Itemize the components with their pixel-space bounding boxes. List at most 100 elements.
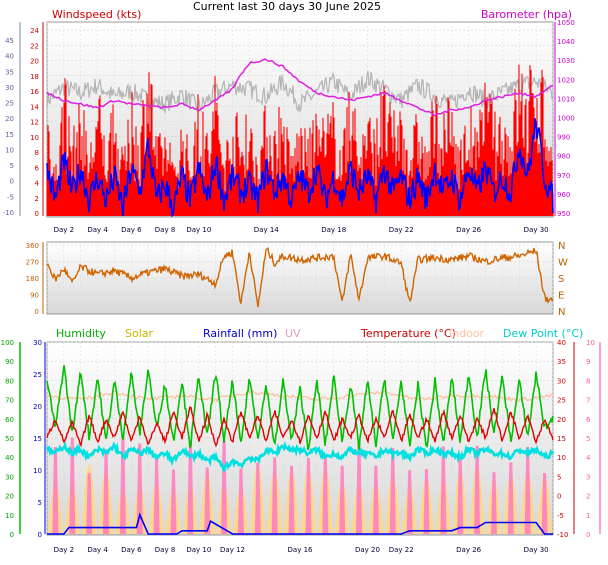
legend-indoor: Indoor bbox=[449, 327, 485, 340]
p1-xtick-0: Day 2 bbox=[54, 226, 75, 234]
p1-xtick-6: Day 18 bbox=[321, 226, 346, 234]
p1-baro-tick-8: 970 bbox=[557, 172, 570, 180]
p1-outer-tick-1: 40 bbox=[5, 53, 14, 61]
panel3-axes: 1009080706050403020100302520151050403530… bbox=[1, 339, 601, 539]
p3-uv-tick-9: 1 bbox=[586, 512, 590, 520]
p3-xtick-10: Day 30 bbox=[524, 546, 549, 554]
p3-rain-tick-3: 15 bbox=[33, 435, 42, 443]
p3-uv-tick-10: 0 bbox=[586, 531, 590, 539]
panel3-x-ticks: Day 2 Day 4 Day 6 Day 8 Day 10 Day 12 Day 16 Da… bbox=[54, 546, 549, 554]
p3-uv-tick-0: 10 bbox=[586, 339, 595, 347]
p3-xtick-8: Day 22 bbox=[389, 546, 414, 554]
p1-outer-tick-9: 0 bbox=[10, 178, 14, 186]
p1-outer-tick-10: -5 bbox=[7, 193, 14, 201]
p3-hum-tick-9: 10 bbox=[5, 512, 14, 520]
indoor-line bbox=[46, 389, 554, 403]
p1-baro-tick-7: 980 bbox=[557, 153, 570, 161]
legend-dewpoint: Dew Point (°C) bbox=[503, 327, 583, 340]
panel1-series bbox=[46, 58, 554, 218]
p3-hum-tick-10: 0 bbox=[10, 531, 14, 539]
p2-compass-0: N bbox=[558, 241, 565, 252]
p3-temp-tick-5: 15 bbox=[557, 435, 566, 443]
p1-baro-tick-2: 1030 bbox=[557, 57, 575, 65]
p1-outer-tick-6: 15 bbox=[5, 131, 14, 139]
panel2-grid bbox=[46, 242, 554, 314]
panel1-x-ticks: Day 2 Day 4 Day 6 Day 8 Day 10 Day 14 Day 18 Da… bbox=[54, 226, 549, 234]
p2-compass-1: W bbox=[558, 258, 568, 269]
p3-xtick-2: Day 6 bbox=[121, 546, 142, 554]
p2-dir-tick-3: 90 bbox=[30, 292, 39, 300]
p1-xtick-1: Day 4 bbox=[87, 226, 108, 234]
p1-outer-tick-8: 5 bbox=[10, 162, 14, 170]
p1-xtick-7: Day 22 bbox=[389, 226, 414, 234]
barometer-trace-line bbox=[46, 70, 554, 114]
p3-uv-tick-1: 9 bbox=[586, 358, 590, 366]
p3-temp-tick-10: -10 bbox=[557, 531, 568, 539]
p1-baro-tick-3: 1020 bbox=[557, 76, 575, 84]
p1-wind-tick-5: 14 bbox=[30, 103, 39, 111]
p1-wind-tick-0: 24 bbox=[30, 27, 39, 35]
p1-xtick-5: Day 14 bbox=[254, 226, 280, 234]
p2-compass-4: N bbox=[558, 307, 565, 318]
p3-hum-tick-6: 40 bbox=[5, 454, 14, 462]
p1-baro-tick-0: 1050 bbox=[557, 19, 575, 27]
p3-xtick-9: Day 26 bbox=[456, 546, 482, 554]
p3-temp-tick-3: 25 bbox=[557, 397, 566, 405]
p1-xtick-2: Day 6 bbox=[121, 226, 142, 234]
legend-rainfall: Rainfall (mm) bbox=[203, 327, 277, 340]
p3-hum-tick-5: 50 bbox=[5, 435, 14, 443]
p3-hum-tick-2: 80 bbox=[5, 377, 14, 385]
p3-rain-tick-1: 25 bbox=[33, 371, 42, 379]
p3-temp-tick-8: 0 bbox=[557, 493, 561, 501]
p1-outer-tick-3: 30 bbox=[5, 84, 14, 92]
p3-rain-tick-0: 30 bbox=[33, 339, 42, 347]
p3-uv-tick-5: 5 bbox=[586, 435, 590, 443]
p3-hum-tick-4: 60 bbox=[5, 416, 14, 424]
p3-rain-tick-5: 5 bbox=[38, 499, 42, 507]
p3-xtick-4: Day 10 bbox=[186, 546, 211, 554]
p3-temp-tick-2: 30 bbox=[557, 377, 566, 385]
p3-temp-tick-6: 10 bbox=[557, 454, 566, 462]
p1-baro-tick-6: 990 bbox=[557, 134, 570, 142]
panel2-series bbox=[46, 247, 554, 308]
p3-temp-tick-0: 40 bbox=[557, 339, 566, 347]
p1-wind-tick-6: 12 bbox=[30, 119, 39, 127]
p1-wind-tick-12: 0 bbox=[35, 210, 39, 218]
p1-baro-tick-4: 1010 bbox=[557, 95, 575, 103]
p1-wind-tick-10: 4 bbox=[35, 180, 40, 188]
wind-direction-line bbox=[46, 247, 554, 308]
p1-xtick-4: Day 10 bbox=[186, 226, 211, 234]
p2-dir-tick-1: 270 bbox=[26, 259, 39, 267]
p1-outer-tick-0: 45 bbox=[5, 37, 14, 45]
p3-uv-tick-7: 3 bbox=[586, 473, 590, 481]
p3-uv-tick-4: 6 bbox=[586, 416, 591, 424]
p3-rain-tick-6: 0 bbox=[38, 531, 42, 539]
legend-humidity: Humidity bbox=[56, 327, 106, 340]
p2-dir-tick-2: 180 bbox=[26, 275, 39, 283]
average-wind-line bbox=[46, 118, 554, 218]
p1-wind-tick-3: 18 bbox=[30, 73, 39, 81]
p3-xtick-0: Day 2 bbox=[54, 546, 75, 554]
p3-xtick-6: Day 16 bbox=[288, 546, 314, 554]
p3-xtick-3: Day 8 bbox=[155, 546, 176, 554]
legend-uv: UV bbox=[285, 327, 301, 340]
p1-outer-tick-2: 35 bbox=[5, 68, 14, 76]
p2-dir-tick-0: 360 bbox=[26, 242, 39, 250]
legend-solar: Solar bbox=[125, 327, 154, 340]
p3-uv-tick-8: 2 bbox=[586, 493, 590, 501]
panel3-series bbox=[45, 365, 555, 535]
p3-uv-tick-2: 8 bbox=[586, 377, 590, 385]
p3-temp-tick-7: 5 bbox=[557, 473, 561, 481]
p1-outer-tick-5: 20 bbox=[5, 115, 14, 123]
p3-temp-tick-1: 35 bbox=[557, 358, 566, 366]
p1-outer-tick-11: -10 bbox=[3, 209, 14, 217]
p3-xtick-1: Day 4 bbox=[87, 546, 108, 554]
p3-xtick-7: Day 20 bbox=[355, 546, 380, 554]
p1-wind-tick-7: 10 bbox=[30, 134, 39, 142]
p1-outer-tick-4: 25 bbox=[5, 100, 14, 108]
p3-temp-tick-9: -5 bbox=[557, 512, 564, 520]
p3-rain-tick-4: 10 bbox=[33, 467, 42, 475]
